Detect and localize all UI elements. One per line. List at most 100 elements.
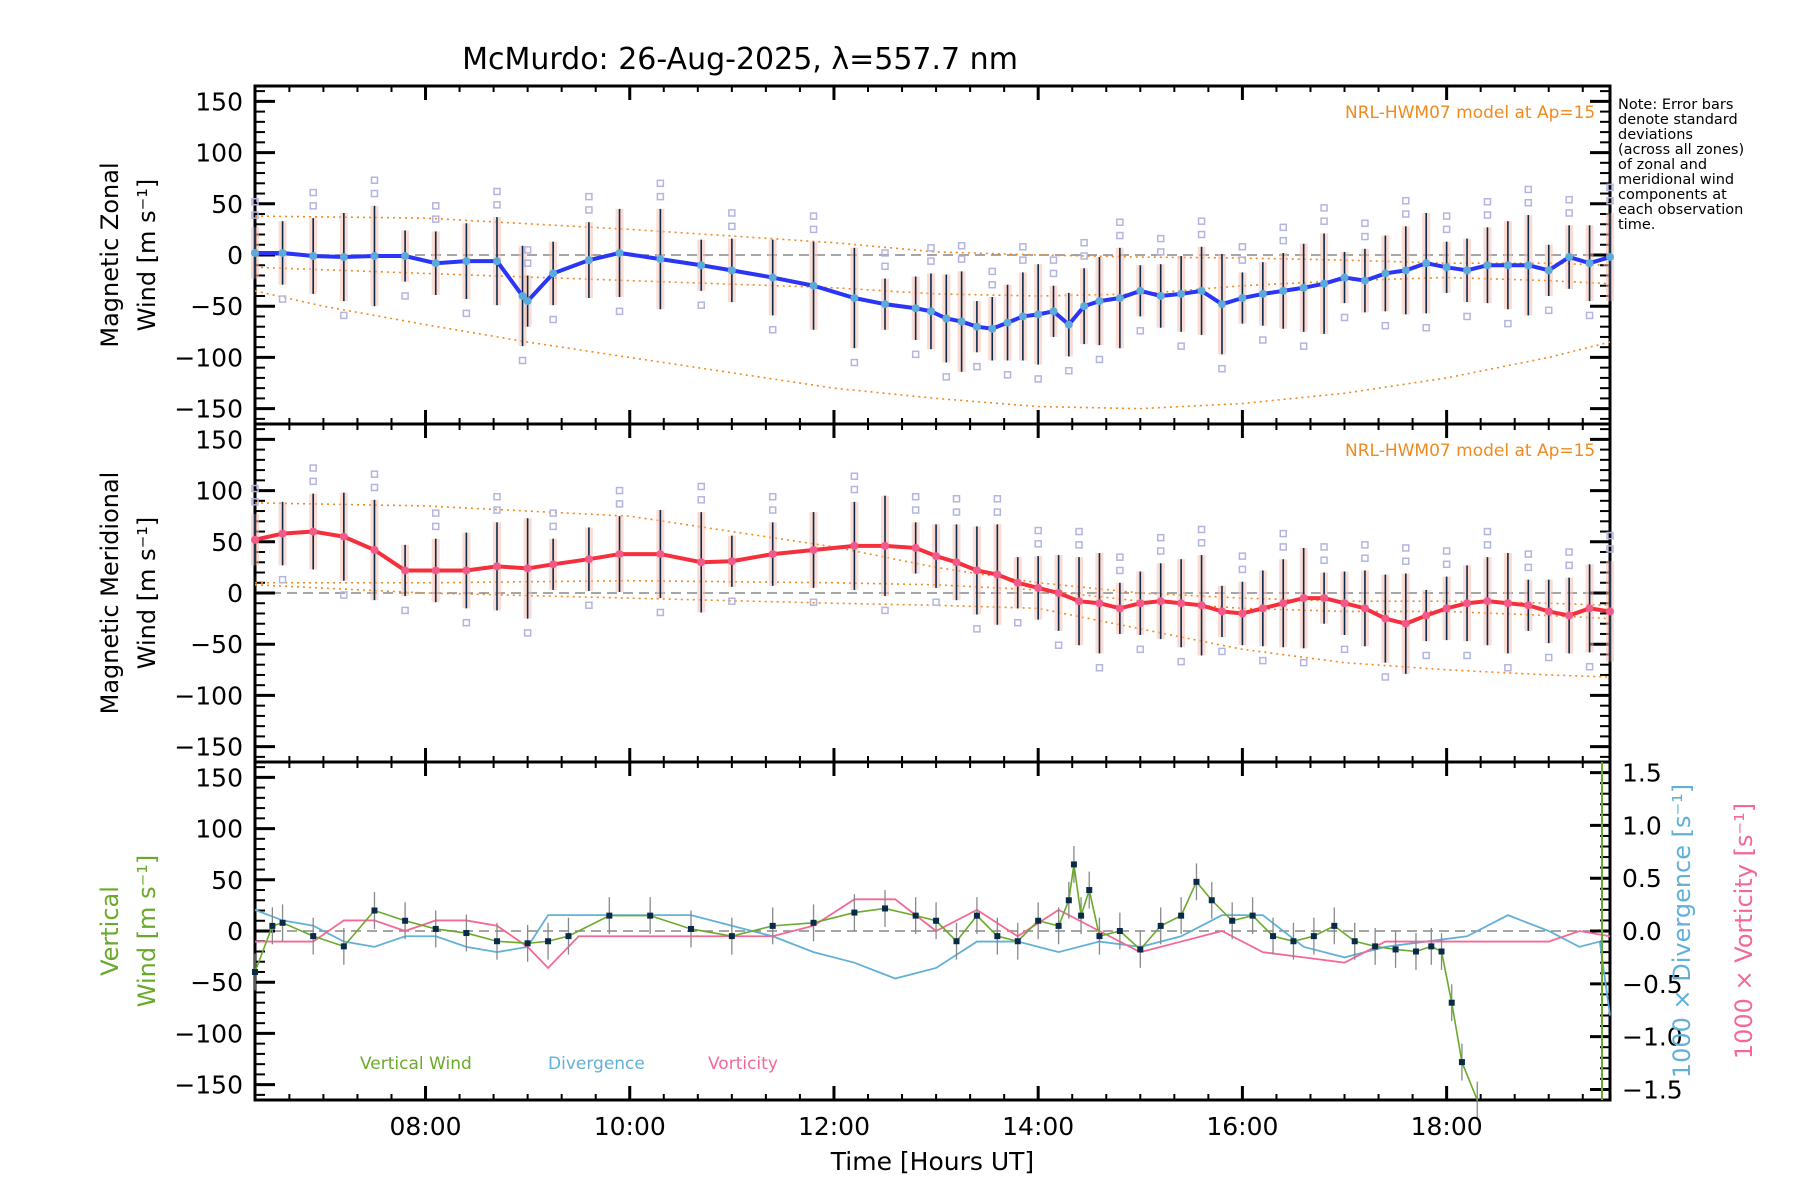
vertical-wind-point xyxy=(1270,933,1277,940)
vertical-wind-point xyxy=(1178,912,1185,919)
zone-sample xyxy=(932,598,940,606)
zone-sample xyxy=(957,242,966,250)
zone-sample xyxy=(656,192,665,201)
zone-sample xyxy=(1177,342,1185,350)
meridional-wind-point xyxy=(911,543,920,552)
meridional-wind-point xyxy=(952,558,961,567)
meridional-wind-point xyxy=(549,560,558,569)
zonal-wind-point xyxy=(1544,266,1553,275)
zone-sample xyxy=(370,470,379,478)
zone-sample xyxy=(1279,223,1287,232)
zonal-wind-point xyxy=(1606,253,1614,262)
zone-sample xyxy=(1524,199,1533,207)
vertical-wind-point xyxy=(1208,897,1215,904)
legend-item: Vertical Wind xyxy=(360,1054,472,1074)
model-line xyxy=(255,579,1611,620)
meridional-wind-point xyxy=(523,564,532,573)
zonal-wind-point xyxy=(1197,286,1206,295)
meridional-wind-point xyxy=(278,529,287,538)
y-tick-label: 0 xyxy=(227,917,243,946)
zone-sample xyxy=(585,206,593,214)
vertical-wind-point xyxy=(769,922,776,929)
meridional-wind-point xyxy=(1340,599,1349,608)
zone-sample xyxy=(911,350,920,359)
meridional-wind-point xyxy=(1034,583,1043,592)
vertical-wind-point xyxy=(1035,917,1042,924)
zone-sample xyxy=(1034,526,1042,535)
y-axis-label-right: 1000 × Vorticity [s⁻¹] xyxy=(1730,803,1758,1059)
zone-sample xyxy=(850,485,859,494)
zone-sample xyxy=(431,509,440,517)
zone-sample xyxy=(523,629,532,637)
zone-sample xyxy=(1034,540,1042,548)
zonal-wind-point xyxy=(1360,276,1369,285)
y-axis-label: Magnetic Zonal xyxy=(96,162,124,347)
vertical-wind-point xyxy=(1086,887,1093,894)
zonal-wind-point xyxy=(1049,307,1058,316)
zone-sample xyxy=(1014,618,1022,627)
meridional-wind-point xyxy=(493,562,502,571)
zonal-wind-point xyxy=(1115,294,1124,303)
vertical-wind-point xyxy=(1193,878,1200,885)
meridional-wind-point xyxy=(1115,604,1124,613)
meridional-wind-point xyxy=(401,566,410,575)
zonal-wind-point xyxy=(1034,310,1043,319)
y-tick-label-right: −1.5 xyxy=(1622,1075,1683,1104)
zone-sample xyxy=(493,201,501,209)
zone-sample xyxy=(1381,321,1390,330)
y-tick-label: 100 xyxy=(195,815,243,844)
zonal-wind-point xyxy=(339,253,348,262)
meridional-wind-point xyxy=(1013,578,1022,587)
zonal-wind-point xyxy=(1442,263,1451,272)
vertical-wind-point xyxy=(1412,948,1419,955)
zonal-wind-point xyxy=(1340,273,1349,282)
model-line xyxy=(254,502,1611,607)
zonal-wind-point xyxy=(809,281,818,290)
zone-sample xyxy=(585,192,593,201)
zone-sample xyxy=(1197,539,1206,547)
meridional-wind-point xyxy=(881,541,890,550)
vertical-wind-point xyxy=(1070,861,1077,868)
zone-sample xyxy=(401,606,409,615)
zone-sample xyxy=(1218,364,1226,373)
zonal-wind-point xyxy=(615,248,624,257)
meridional-wind-point xyxy=(1320,594,1329,603)
vertical-wind-point xyxy=(933,917,940,924)
zonal-wind-point xyxy=(1320,279,1329,288)
x-axis-label: Time [Hours UT] xyxy=(830,1147,1034,1176)
vertical-wind-point xyxy=(269,922,276,929)
zone-sample xyxy=(309,477,317,486)
vertical-wind-point xyxy=(1438,948,1445,955)
y-tick-label: −100 xyxy=(174,1019,243,1048)
zone-sample xyxy=(1585,311,1594,320)
y-tick-label-right: 1.0 xyxy=(1622,811,1662,840)
zone-sample xyxy=(809,225,818,234)
zone-sample xyxy=(1075,527,1083,536)
x-tick-label: 14:00 xyxy=(1002,1112,1074,1141)
zone-sample xyxy=(340,591,348,599)
meridional-wind-point xyxy=(809,545,818,554)
vertical-wind-point xyxy=(1428,943,1435,950)
zone-sample xyxy=(1361,541,1369,549)
vertical-wind-point xyxy=(545,938,552,945)
zone-sample xyxy=(656,179,665,188)
zone-sample xyxy=(911,492,920,501)
meridional-wind-point xyxy=(1381,614,1390,623)
zone-sample xyxy=(278,295,287,303)
vertical-wind-point xyxy=(912,912,919,919)
vertical-wind-point xyxy=(647,912,654,919)
y-axis-label-right: 1000 × Divergence [s⁻¹] xyxy=(1668,784,1696,1078)
vertical-wind-point xyxy=(565,933,572,940)
zone-sample xyxy=(1279,543,1287,551)
zone-sample xyxy=(927,257,935,265)
zone-sample xyxy=(1483,197,1492,206)
zonal-wind-point xyxy=(972,322,981,331)
meridional-wind-point xyxy=(1279,599,1288,608)
zone-sample xyxy=(850,358,859,367)
zone-sample xyxy=(1156,547,1165,555)
meridional-wind-point xyxy=(1238,609,1247,618)
zone-sample xyxy=(370,176,379,184)
meridional-wind-point xyxy=(1565,611,1574,620)
vertical-wind-point xyxy=(1078,912,1085,919)
zone-sample xyxy=(1606,531,1614,540)
